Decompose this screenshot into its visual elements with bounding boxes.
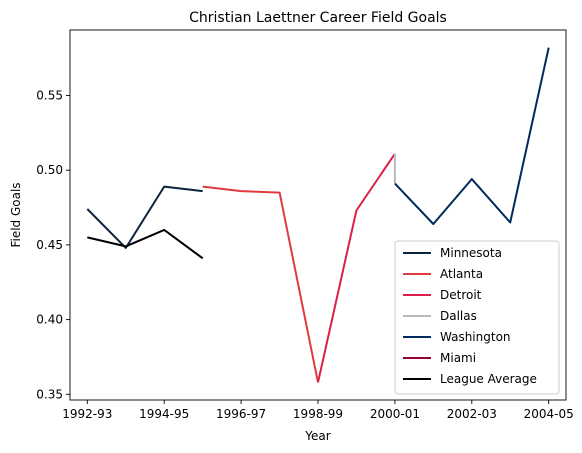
y-tick-label: 0.35 xyxy=(36,387,63,401)
series-line-league-average xyxy=(87,228,204,260)
legend-label-minnesota: Minnesota xyxy=(440,246,502,260)
series-line-washington xyxy=(394,47,550,225)
series-line-detroit xyxy=(317,153,396,383)
legend: Minnesota Atlanta Detroit Dallas Washington M… xyxy=(394,240,560,395)
x-tick-label: 1992-93 xyxy=(62,407,112,421)
legend-label-detroit: Detroit xyxy=(440,288,482,302)
y-tick-label: 0.50 xyxy=(36,163,63,177)
legend-label-atlanta: Atlanta xyxy=(440,267,483,281)
x-axis: 1992-93 1994-95 1996-97 1998-99 2000-01 2002-… xyxy=(62,400,574,421)
series-line-atlanta xyxy=(202,185,319,383)
legend-box xyxy=(394,240,560,395)
x-tick-label: 1994-95 xyxy=(139,407,189,421)
y-tick-label: 0.55 xyxy=(36,88,63,102)
chart-title: Christian Laettner Career Field Goals xyxy=(189,10,447,26)
y-axis-label: Field Goals xyxy=(9,182,23,247)
x-tick-label: 2002-03 xyxy=(447,407,497,421)
x-axis-label: Year xyxy=(304,429,330,443)
legend-label-miami: Miami xyxy=(440,351,476,365)
x-tick-label: 2004-05 xyxy=(524,407,574,421)
y-tick-label: 0.45 xyxy=(36,238,63,252)
legend-label-league-average: League Average xyxy=(440,372,537,386)
series-line-minnesota xyxy=(86,185,203,249)
y-axis: 0.35 0.40 0.45 0.50 0.55 xyxy=(36,88,70,401)
x-tick-label: 1998-99 xyxy=(293,407,343,421)
legend-label-dallas: Dallas xyxy=(440,309,477,323)
series-layer xyxy=(86,47,550,383)
x-tick-label: 1996-97 xyxy=(216,407,266,421)
x-tick-label: 2000-01 xyxy=(370,407,420,421)
legend-label-washington: Washington xyxy=(440,330,511,344)
y-tick-label: 0.40 xyxy=(36,313,63,327)
